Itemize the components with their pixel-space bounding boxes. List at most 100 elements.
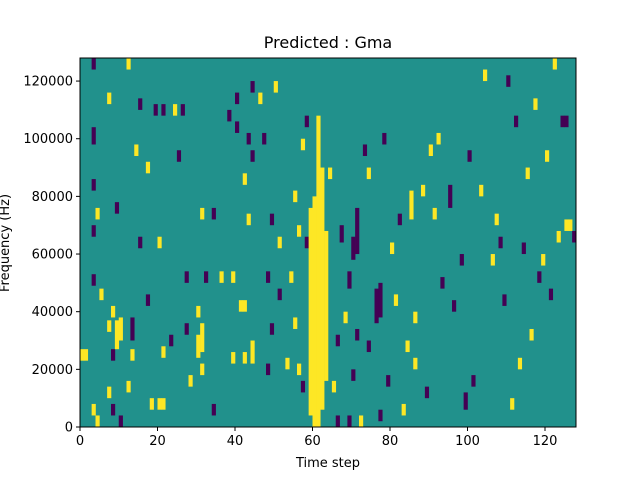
heatmap-cell [335,334,340,347]
heatmap-cell [231,352,236,364]
heatmap-cell [242,352,247,364]
heatmap-cell [200,323,205,353]
heatmap-cell [347,415,352,427]
heatmap-cell [161,398,166,410]
y-tick-label: 20000 [32,363,73,378]
y-tick-label: 40000 [32,305,73,320]
heatmap-cell [293,190,298,203]
heatmap-cell [246,213,251,226]
heatmap-cell [374,288,379,324]
heatmap-cell [169,334,174,347]
heatmap-cell [308,207,313,416]
heatmap-cell [138,98,143,110]
heatmap-cell [390,242,395,255]
x-axis-ticks: 0 20 40 60 80 100 120 [76,427,557,449]
heatmap-cell [134,144,139,157]
y-tick-label: 120000 [23,75,73,90]
heatmap-cell [153,104,158,116]
heatmap-cell [560,115,565,128]
heatmap-cell [297,363,302,376]
heatmap-cell [335,415,340,427]
plot-frame [79,57,577,428]
heatmap-cell [184,323,189,335]
y-axis-ticks: 0 20000 40000 60000 80000 100000 120000 [23,75,80,436]
heatmap-cell [130,317,135,341]
heatmap-cell [242,300,247,312]
x-axis-label: Time step [295,456,360,471]
heatmap-cell [250,150,255,162]
heatmap-cell [331,380,337,393]
heatmap-cell [157,236,162,249]
heatmap-cell [471,375,476,387]
heatmap-cell [99,288,104,301]
heatmap-cell [432,207,437,220]
heatmap-cell [204,271,209,283]
heatmap-cell [91,274,96,286]
heatmap-cell [161,346,166,358]
heatmap-cell [289,271,294,283]
heatmap-cell [211,207,216,220]
heatmap-cell [483,69,488,82]
x-tick-label: 100 [455,434,480,449]
heatmap-cell [413,357,418,370]
heatmap-cell [494,213,499,226]
x-tick-label: 80 [382,434,399,449]
heatmap-cell [436,132,441,145]
heatmap-cell [452,300,457,312]
heatmap-cell [80,349,85,361]
heatmap-cell [107,386,112,399]
heatmap-cell [382,132,387,145]
heatmap-cell [304,236,309,249]
heatmap-cell [463,392,468,410]
heatmap-cell [533,98,538,110]
heatmap-cell [235,121,240,133]
y-tick-label: 60000 [32,248,73,263]
heatmap-cell [362,144,368,157]
heatmap-cell [161,104,166,116]
heatmap-cell [498,236,503,249]
chart-title: Predicted : Gma [264,33,392,52]
heatmap-cell [262,132,267,145]
heatmap-cell [304,115,309,128]
heatmap-cell [114,320,120,350]
heatmap-cell [490,254,495,266]
heatmap-cell [211,403,216,416]
y-tick-label: 0 [65,421,73,436]
heatmap-cell [269,323,275,335]
heatmap-cell [130,349,135,361]
heatmap-cell [219,271,224,283]
heatmap-cell [188,375,193,387]
x-tick-label: 20 [149,434,166,449]
heatmap-cell [107,92,112,105]
heatmap-cell [521,242,526,255]
heatmap-cell [266,271,271,283]
heatmap-cell [355,207,360,255]
heatmap-cell [525,167,530,180]
heatmap-cell [517,357,523,370]
heatmap-cell [506,75,511,87]
heatmap-cell [91,127,96,145]
heatmap-cell [126,58,131,70]
heatmap-cell [413,311,418,324]
heatmap-cell [126,380,131,393]
heatmap-cell [157,398,162,410]
heatmap-cell [479,184,484,197]
heatmap-cell [351,369,356,381]
heatmap-cell [510,398,515,410]
heatmap-cell [378,282,383,318]
heatmap-cell [91,58,96,70]
heatmap-cell [173,104,178,116]
heatmap-cell [273,81,278,93]
heatmap-cell [324,230,329,381]
heatmap-cell [277,236,282,249]
heatmap-cell [459,254,464,266]
heatmap-cell [401,403,406,416]
heatmap-cell [196,334,201,358]
heatmap-cell [409,190,414,220]
heatmap-cell [285,357,290,370]
heatmap-cell [355,328,360,341]
heatmap-cell [316,115,321,427]
heatmap-cell [405,340,410,353]
y-axis-label: Frequency (Hz) [0,194,13,292]
